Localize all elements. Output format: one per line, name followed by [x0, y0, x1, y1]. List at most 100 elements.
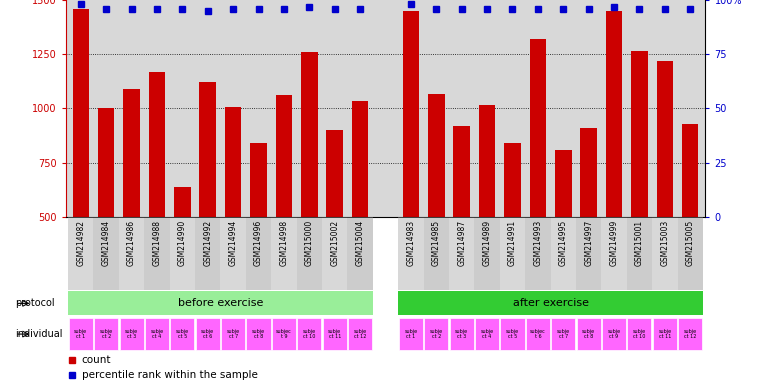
Text: GSM214982: GSM214982	[76, 220, 86, 266]
Bar	[428, 94, 445, 217]
Bar	[627, 217, 652, 290]
Text: individual: individual	[15, 329, 63, 339]
Bar	[500, 217, 525, 290]
Bar	[348, 217, 373, 290]
Text: subje
ct 4: subje ct 4	[480, 329, 493, 339]
Bar	[69, 318, 93, 350]
Bar	[678, 217, 703, 290]
Text: subje
ct 2: subje ct 2	[99, 329, 113, 339]
Bar	[72, 9, 89, 217]
Text: GSM214997: GSM214997	[584, 220, 593, 266]
Text: subje
ct 8: subje ct 8	[252, 329, 265, 339]
Bar	[653, 318, 677, 350]
Text: subje
ct 2: subje ct 2	[429, 329, 443, 339]
Bar	[271, 217, 297, 290]
Bar	[348, 318, 372, 350]
Bar	[247, 318, 271, 350]
Text: GSM214986: GSM214986	[127, 220, 136, 266]
Bar	[402, 11, 419, 217]
Text: subje
ct 10: subje ct 10	[303, 329, 316, 339]
Bar	[68, 291, 373, 316]
Bar	[298, 318, 322, 350]
Text: subje
ct 11: subje ct 11	[658, 329, 672, 339]
Text: protocol: protocol	[15, 298, 55, 308]
Text: subje
ct 5: subje ct 5	[506, 329, 519, 339]
Bar	[555, 150, 571, 217]
Bar	[196, 318, 220, 350]
Text: GSM214994: GSM214994	[229, 220, 237, 266]
Bar	[119, 217, 144, 290]
Text: after exercise: after exercise	[513, 298, 588, 308]
Bar	[601, 217, 627, 290]
Text: GSM215005: GSM215005	[685, 220, 695, 266]
Bar	[200, 83, 216, 217]
Bar	[398, 291, 703, 316]
Text: GSM215000: GSM215000	[305, 220, 314, 266]
Bar	[221, 217, 246, 290]
Bar	[399, 318, 423, 350]
Text: count: count	[82, 356, 111, 366]
Bar	[530, 39, 546, 217]
Text: GSM214998: GSM214998	[279, 220, 288, 266]
Bar	[144, 217, 170, 290]
Bar	[453, 126, 470, 217]
Bar	[174, 187, 190, 217]
Bar	[525, 217, 550, 290]
Text: GSM214990: GSM214990	[178, 220, 187, 266]
Text: GSM214989: GSM214989	[483, 220, 492, 266]
Bar	[628, 318, 651, 350]
Bar	[352, 101, 369, 217]
Bar	[326, 130, 343, 217]
Bar	[474, 217, 500, 290]
Bar	[272, 318, 296, 350]
Text: GSM214985: GSM214985	[432, 220, 441, 266]
Bar	[68, 217, 93, 290]
Bar	[682, 124, 699, 217]
Text: GSM214991: GSM214991	[508, 220, 517, 266]
Text: GSM214984: GSM214984	[102, 220, 111, 266]
Text: GSM214988: GSM214988	[153, 220, 161, 266]
Bar	[276, 96, 292, 217]
Bar	[652, 217, 678, 290]
Bar	[297, 217, 322, 290]
Bar	[577, 318, 601, 350]
Bar	[170, 318, 194, 350]
Bar	[170, 217, 195, 290]
Bar	[398, 217, 423, 290]
Bar	[145, 318, 169, 350]
Text: GSM215001: GSM215001	[635, 220, 644, 266]
Text: GSM214987: GSM214987	[457, 220, 466, 266]
Bar	[657, 61, 673, 217]
Text: before exercise: before exercise	[178, 298, 263, 308]
Text: subje
ct 12: subje ct 12	[354, 329, 367, 339]
Text: GSM214992: GSM214992	[204, 220, 212, 266]
Text: GSM215004: GSM215004	[355, 220, 365, 266]
Bar	[504, 143, 520, 217]
Bar	[678, 318, 702, 350]
Bar	[301, 52, 318, 217]
Text: subje
ct 12: subje ct 12	[684, 329, 697, 339]
Text: subje
ct 1: subje ct 1	[74, 329, 87, 339]
Text: GSM214995: GSM214995	[559, 220, 567, 266]
Bar	[246, 217, 271, 290]
Bar	[550, 217, 576, 290]
Text: subje
ct 4: subje ct 4	[150, 329, 163, 339]
Text: subjec
t 9: subjec t 9	[276, 329, 291, 339]
Bar	[120, 318, 143, 350]
Bar	[93, 217, 119, 290]
Text: GSM214996: GSM214996	[254, 220, 263, 266]
Bar	[500, 318, 524, 350]
Bar	[576, 217, 601, 290]
Text: subjec
t 6: subjec t 6	[530, 329, 546, 339]
Text: percentile rank within the sample: percentile rank within the sample	[82, 370, 258, 380]
Text: subje
ct 3: subje ct 3	[455, 329, 468, 339]
Bar	[221, 318, 245, 350]
Bar	[123, 89, 140, 217]
Text: subje
ct 7: subje ct 7	[557, 329, 570, 339]
Bar	[149, 71, 165, 217]
Bar	[195, 217, 221, 290]
Bar	[424, 318, 449, 350]
Bar	[551, 318, 575, 350]
Bar	[98, 109, 114, 217]
Bar	[479, 105, 495, 217]
